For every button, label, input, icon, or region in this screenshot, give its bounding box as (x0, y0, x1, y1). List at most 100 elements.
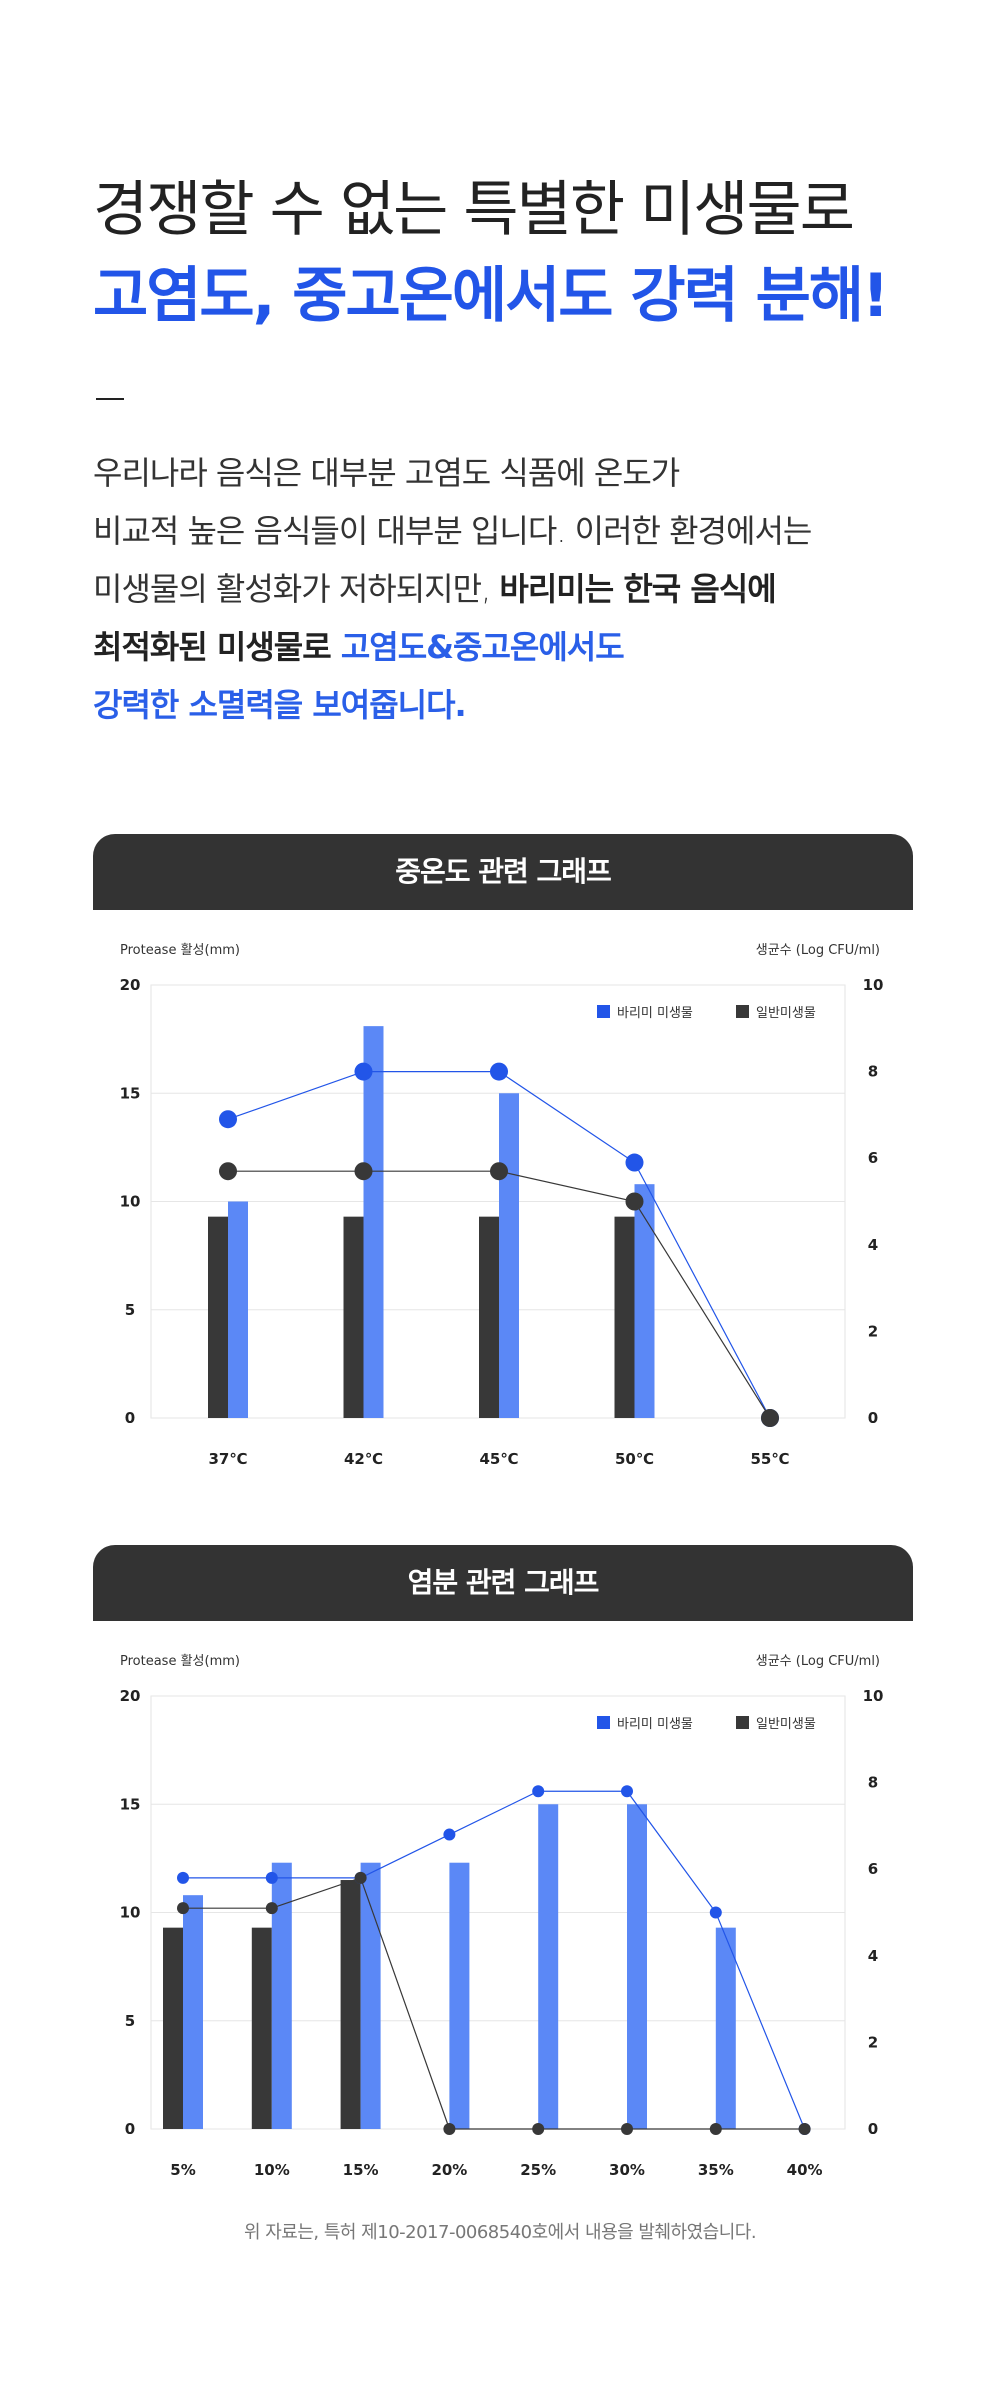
y2-axis-label: 생균수 (Log CFU/ml) (756, 1654, 880, 1669)
y-tick-label: 15 (120, 1795, 141, 1813)
x-tick-label: 37℃ (208, 1450, 247, 1468)
point-barimi (354, 1062, 373, 1081)
point-barimi (177, 1871, 189, 1884)
bar-general (614, 1216, 635, 1418)
y-tick-label: 20 (120, 1687, 141, 1705)
bar-barimi (360, 1862, 381, 2129)
point-barimi (219, 1110, 237, 1129)
intro-line-3-plain: 미생물의 활성화가 저하되지만, (93, 570, 500, 608)
chart-salinity: Protease 활성(mm) 생균수 (Log CFU/ml) 0 5 10 15 20 0… (93, 1641, 913, 2201)
bar-general (208, 1216, 228, 1418)
x-tick-label: 20% (431, 2161, 467, 2179)
y-tick-label: 10 (120, 1904, 141, 1922)
intro-line-3-bold: 바리미는 한국 음식에 (499, 570, 776, 608)
legend-label-barimi: 바리미 미생물 (617, 1717, 693, 1732)
legend-label-general: 일반미생물 (756, 1006, 816, 1021)
legend-swatch-general (736, 1716, 749, 1729)
point-barimi (490, 1062, 508, 1081)
point-general (354, 1162, 373, 1181)
intro-line-4-bold: 최적화된 미생물로 (93, 628, 341, 666)
line-barimi (183, 1790, 806, 2130)
bar-barimi (449, 1862, 470, 2129)
bar-general (340, 1880, 361, 2129)
bar-barimi (715, 1927, 736, 2129)
headline-line-2: 고염도, 중고온에서도 강력 분해! (93, 261, 889, 331)
point-barimi (709, 1906, 722, 1919)
intro-paragraph: 우리나라 음식은 대부분 고염도 식품에 온도가 비교적 높은 음식들이 대부분… (93, 444, 953, 734)
legend-swatch-barimi (597, 1716, 610, 1729)
point-general (490, 1162, 508, 1181)
chart-temperature: Protease 활성(mm) 생균수 (Log CFU/ml) 0 5 10 15 20 0… (93, 930, 913, 1490)
chart-title-temperature: 중온도 관련 그래프 (93, 834, 913, 910)
intro-line-4-blue: 고염도&중고온에서도 (340, 628, 625, 666)
point-barimi (625, 1153, 644, 1172)
bar-barimi (634, 1184, 655, 1418)
y2-tick-label: 0 (868, 2120, 878, 2138)
y2-tick-label: 6 (868, 1149, 878, 1167)
point-general (621, 2123, 633, 2135)
bar-barimi (499, 1093, 519, 1418)
headline-line-1: 경쟁할 수 없는 특별한 미생물로 (93, 175, 855, 245)
point-general (532, 2123, 545, 2135)
point-general (709, 2123, 722, 2135)
point-general (177, 1902, 189, 1915)
point-general (798, 2123, 811, 2135)
bar-barimi (228, 1201, 248, 1418)
legend-swatch-barimi (597, 1005, 610, 1018)
intro-line-2: 비교적 높은 음식들이 대부분 입니다. 이러한 환경에서는 (93, 512, 812, 550)
point-general (443, 2123, 456, 2135)
y2-tick-label: 8 (868, 1063, 878, 1081)
chart-title-salinity: 염분 관련 그래프 (93, 1545, 913, 1621)
x-tick-label: 10% (254, 2161, 290, 2179)
y-tick-label: 0 (125, 2120, 135, 2138)
bar-general (343, 1216, 364, 1418)
x-tick-label: 30% (609, 2161, 645, 2179)
x-tick-label: 35% (698, 2161, 734, 2179)
legend-swatch-general (736, 1005, 749, 1018)
bar-barimi (627, 1804, 647, 2129)
bar-general (479, 1216, 499, 1418)
y2-axis-label: 생균수 (Log CFU/ml) (756, 943, 880, 958)
x-tick-label: 5% (170, 2161, 195, 2179)
bar-general (251, 1927, 272, 2129)
divider-dash (96, 398, 124, 400)
y-tick-label: 15 (120, 1084, 141, 1102)
y-tick-label: 5 (125, 1301, 135, 1319)
x-tick-label: 15% (343, 2161, 379, 2179)
x-tick-label: 50℃ (615, 1450, 654, 1468)
bar-barimi (363, 1026, 384, 1418)
point-barimi (265, 1871, 278, 1884)
point-general (354, 1871, 367, 1884)
intro-line-5-blue: 강력한 소멸력을 보여줍니다. (93, 686, 467, 724)
point-general (265, 1902, 278, 1915)
x-tick-label: 25% (520, 2161, 556, 2179)
x-tick-label: 45℃ (479, 1450, 518, 1468)
footnote: 위 자료는, 특허 제10-2017-0068540호에서 내용을 발췌하였습니… (243, 2222, 757, 2243)
y-tick-label: 10 (120, 1193, 141, 1211)
point-barimi (621, 1785, 633, 1798)
point-barimi (532, 1785, 545, 1798)
x-tick-label: 55℃ (750, 1450, 789, 1468)
chart-panel-temperature: 중온도 관련 그래프 (93, 834, 913, 910)
y2-tick-label: 2 (868, 2033, 878, 2051)
chart-temperature-svg: Protease 활성(mm) 생균수 (Log CFU/ml) 0 5 10 15 20 0… (120, 943, 884, 1468)
y2-tick-label: 0 (868, 1409, 878, 1427)
chart-panel-salinity: 염분 관련 그래프 (93, 1545, 913, 1621)
y2-tick-label: 2 (868, 1322, 878, 1340)
line-general (183, 1877, 805, 2130)
legend-label-general: 일반미생물 (756, 1717, 816, 1732)
y2-tick-label: 4 (868, 1236, 878, 1254)
y-tick-label: 5 (125, 2012, 135, 2030)
y-tick-label: 0 (125, 1409, 135, 1427)
bar-barimi (538, 1804, 559, 2129)
y-tick-label: 20 (120, 976, 141, 994)
legend-label-barimi: 바리미 미생물 (617, 1006, 693, 1021)
x-tick-label: 40% (787, 2161, 823, 2179)
y2-tick-label: 10 (863, 1687, 884, 1705)
y2-tick-label: 8 (868, 1774, 878, 1792)
point-general (625, 1192, 644, 1211)
point-general (219, 1162, 237, 1181)
y2-tick-label: 10 (863, 976, 884, 994)
headline: 경쟁할 수 없는 특별한 미생물로 고염도, 중고온에서도 강력 분해! (93, 170, 889, 342)
y-axis-label: Protease 활성(mm) (120, 1654, 240, 1669)
